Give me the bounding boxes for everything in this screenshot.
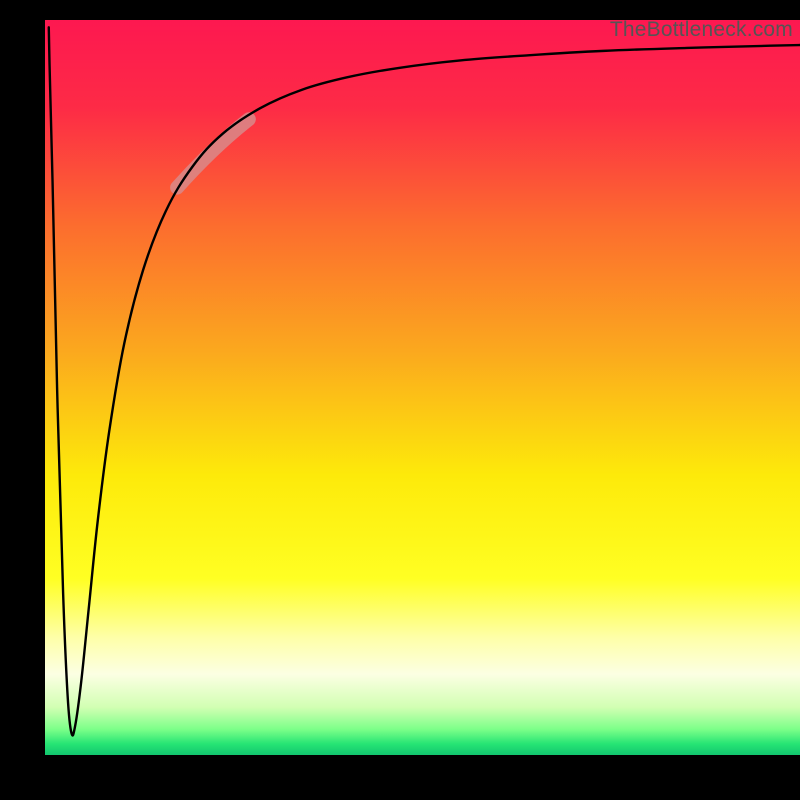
frame-bottom bbox=[0, 755, 800, 800]
watermark-text: TheBottleneck.com bbox=[610, 18, 793, 42]
gradient-background bbox=[45, 20, 800, 755]
frame-top bbox=[0, 0, 800, 20]
plot-area: TheBottleneck.com bbox=[45, 20, 800, 755]
frame-left bbox=[0, 0, 45, 800]
chart-container: TheBottleneck.com bbox=[0, 0, 800, 800]
